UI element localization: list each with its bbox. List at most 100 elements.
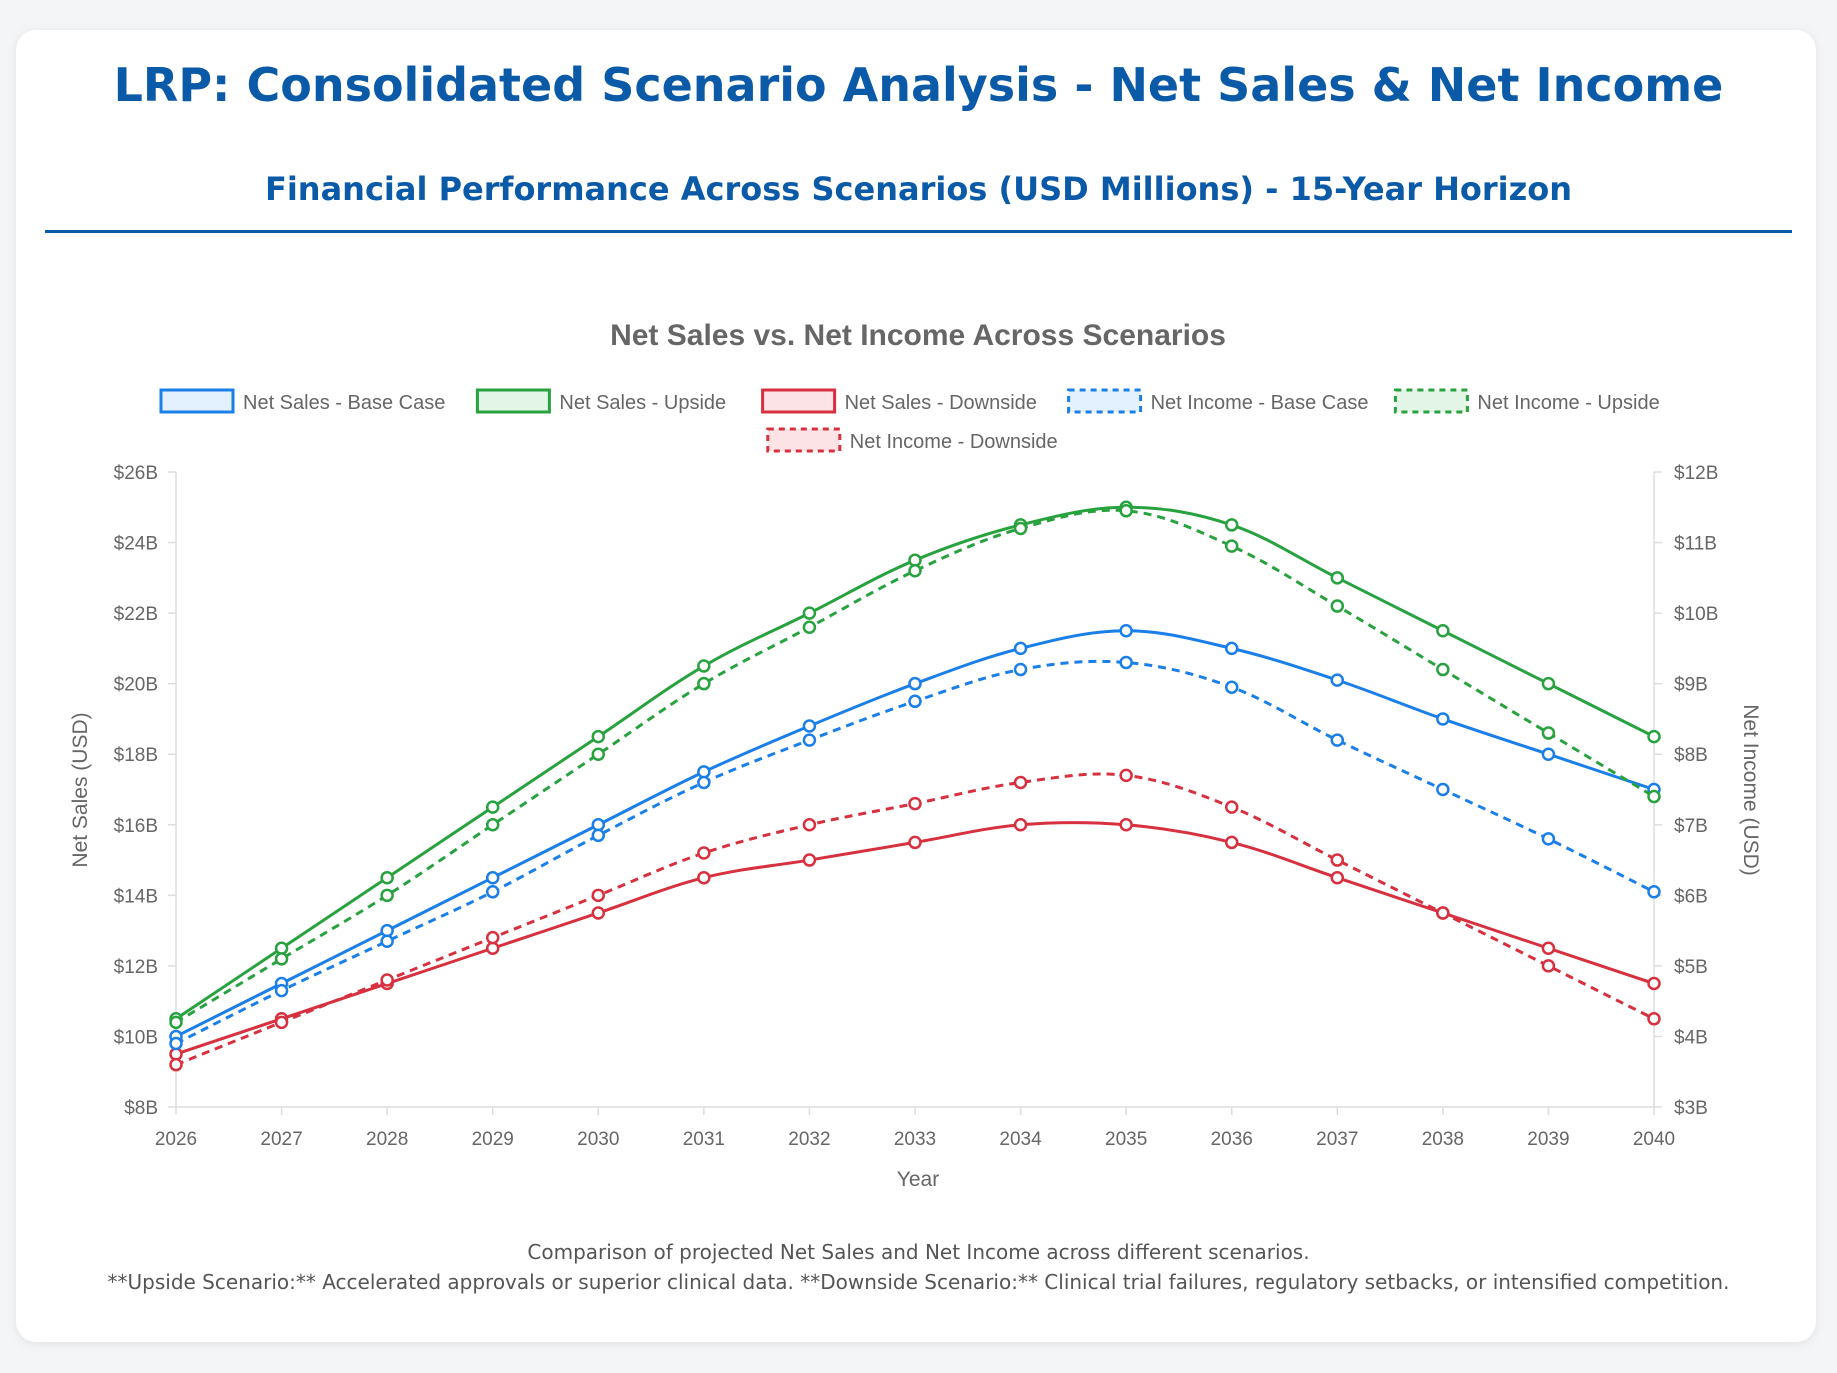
x-tick-label: 2032 <box>788 1129 830 1150</box>
data-point <box>908 796 922 811</box>
y-tick-label: $26B <box>114 463 158 484</box>
data-point <box>1330 673 1345 687</box>
y-tick-label: $24B <box>114 534 158 555</box>
data-point <box>1013 662 1028 677</box>
data-point <box>1013 521 1028 536</box>
y2-tick-label: $8B <box>1674 745 1708 766</box>
y-tick-label: $22B <box>114 604 158 625</box>
data-point <box>697 846 711 860</box>
x-tick-label: 2034 <box>999 1129 1042 1150</box>
data-point <box>1330 870 1345 885</box>
data-point <box>274 1015 289 1030</box>
data-point <box>380 888 394 903</box>
data-point <box>485 930 500 945</box>
x-tick-label: 2035 <box>1105 1129 1147 1150</box>
data-point <box>1647 976 1661 991</box>
legend-item: Net Income - Downside <box>766 427 1058 453</box>
data-point <box>591 729 606 744</box>
data-point <box>1224 800 1239 814</box>
data-point <box>802 818 817 832</box>
data-point <box>908 694 922 709</box>
chart-caption: Comparison of projected Net Sales and Ne… <box>527 1240 1310 1264</box>
data-point <box>485 818 500 832</box>
legend-item: Net Sales - Downside <box>761 388 1037 414</box>
data-point <box>1436 782 1450 797</box>
legend-item: Net Sales - Base Case <box>159 388 445 414</box>
y-tick-label: $12B <box>114 957 158 978</box>
data-point <box>1436 712 1450 726</box>
x-tick-label: 2030 <box>577 1129 619 1150</box>
data-point <box>1013 641 1028 656</box>
data-point <box>802 853 817 867</box>
data-point <box>591 888 606 903</box>
data-point <box>1436 624 1450 638</box>
series-net-income-upside <box>169 504 1661 1030</box>
scenario-notes: **Upside Scenario:** Accelerated approva… <box>107 1270 1730 1294</box>
legend-label: Net Income - Upside <box>1477 392 1659 414</box>
series-net-sales-upside <box>169 500 1661 1026</box>
data-point <box>274 952 289 966</box>
data-point <box>1330 599 1345 613</box>
chart-series <box>169 500 1661 1072</box>
data-point <box>802 606 817 620</box>
series-line <box>175 505 1655 1021</box>
data-point <box>485 800 500 814</box>
data-point <box>485 870 500 885</box>
x-tick-label: 2027 <box>260 1129 302 1150</box>
legend-label: Net Sales - Upside <box>559 392 726 414</box>
data-point <box>1224 641 1239 656</box>
legend-swatch <box>159 388 235 414</box>
data-point <box>169 1057 183 1072</box>
data-point <box>1541 959 1556 973</box>
y2-tick-label: $3B <box>1674 1098 1708 1119</box>
data-point <box>1119 768 1133 783</box>
y-tick-label: $20B <box>114 675 158 696</box>
legend-swatch <box>1067 388 1143 414</box>
data-point <box>802 733 817 747</box>
data-point <box>1647 729 1661 744</box>
legend-label: Net Sales - Downside <box>845 392 1037 414</box>
data-point <box>1541 747 1556 761</box>
data-point <box>1330 571 1345 585</box>
y2-tick-label: $9B <box>1674 675 1708 696</box>
series-net-income-base-case <box>169 655 1661 1051</box>
data-point <box>1224 680 1239 694</box>
legend-label: Net Income - Downside <box>850 431 1058 453</box>
x-tick-label: 2040 <box>1633 1129 1675 1150</box>
data-point <box>1119 624 1133 638</box>
legend-item: Net Sales - Upside <box>475 388 726 414</box>
data-point <box>697 870 711 885</box>
legend-swatch <box>761 388 837 414</box>
series-line <box>175 772 1655 1067</box>
data-point <box>908 835 922 850</box>
y-axis-label: Net Sales (USD) <box>69 712 92 867</box>
x-tick-label: 2033 <box>894 1129 936 1150</box>
data-point <box>1647 789 1661 804</box>
x-tick-label: 2038 <box>1422 1129 1464 1150</box>
data-point <box>1541 941 1556 955</box>
data-point <box>485 885 500 899</box>
x-tick-label: 2036 <box>1211 1129 1253 1150</box>
y-tick-label: $16B <box>114 816 158 837</box>
data-point <box>1224 518 1239 532</box>
legend-item: Net Income - Upside <box>1393 388 1660 414</box>
data-point <box>697 775 711 790</box>
y2-tick-label: $6B <box>1674 886 1708 907</box>
data-point <box>169 1015 183 1030</box>
series-line <box>175 820 1655 1056</box>
data-point <box>908 676 922 691</box>
data-point <box>591 747 606 761</box>
data-point <box>908 564 922 578</box>
y2-tick-label: $5B <box>1674 957 1708 978</box>
data-point <box>1119 655 1133 670</box>
data-point <box>380 870 394 885</box>
y-tick-label: $8B <box>124 1098 158 1119</box>
data-point <box>1541 832 1556 846</box>
data-point <box>1647 1012 1661 1026</box>
title-divider <box>45 230 1792 233</box>
data-point <box>1330 853 1345 867</box>
data-point <box>1647 885 1661 899</box>
data-point <box>1436 906 1450 920</box>
y-tick-label: $18B <box>114 745 158 766</box>
